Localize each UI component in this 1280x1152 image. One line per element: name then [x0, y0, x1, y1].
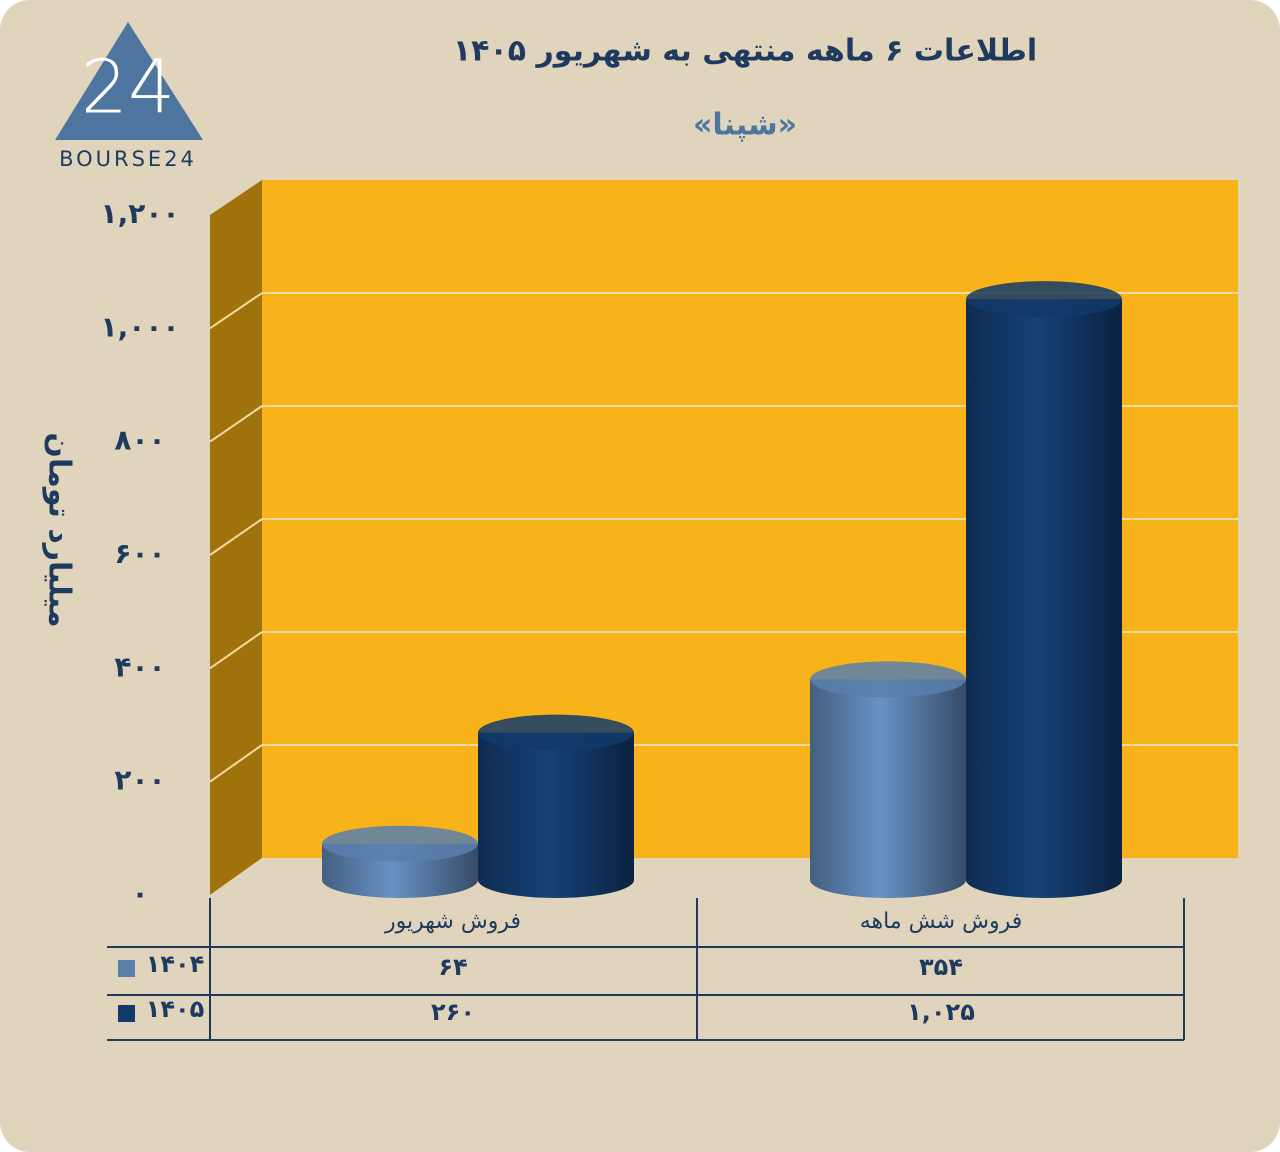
y-tick-label: ۲۰۰ [114, 764, 165, 797]
bar-top [322, 825, 478, 862]
bar [966, 299, 1122, 899]
logo: 24 BOURSE24 [55, 22, 203, 171]
y-tick-label: ۸۰۰ [114, 424, 165, 457]
side-grid-line [209, 405, 263, 443]
data-label: ۳۵۴ [919, 953, 963, 981]
legend-swatch [118, 960, 135, 977]
legend-swatch [118, 1005, 135, 1022]
bar-top [810, 661, 966, 698]
y-tick-label: ۴۰۰ [114, 650, 165, 683]
y-tick-label: ۰ [131, 877, 148, 910]
logo-triangle [55, 22, 203, 140]
side-grid-line [209, 631, 263, 670]
chart-title: اطلاعات ۶ ماهه منتهی به شهریور ۱۴۰۵ [453, 34, 1037, 69]
x-tick-label: فروش شش ماهه [860, 909, 1023, 934]
y-tick-label: ۱,۲۰۰ [101, 197, 180, 230]
data-label: ۲۶۰ [431, 998, 475, 1026]
side-grid-line [209, 292, 263, 330]
logo-text: BOURSE24 [59, 147, 197, 171]
bar [478, 732, 634, 898]
bar-top [966, 281, 1122, 318]
side-grid-line [209, 518, 263, 556]
x-tick-label: فروش شهریور [384, 909, 521, 934]
logo-mark: 24 [81, 45, 175, 131]
y-tick-label: ۶۰۰ [114, 537, 165, 570]
bar [810, 679, 966, 898]
legend-label: ۱۴۰۴ [146, 950, 205, 978]
bar-top [478, 714, 634, 751]
chart-subtitle: «شپنا» [693, 108, 797, 143]
data-label: ۶۴ [438, 953, 467, 981]
y-tick-label: ۱,۰۰۰ [101, 310, 180, 343]
side-grid-line [209, 744, 263, 783]
data-label: ۱,۰۲۵ [907, 998, 975, 1026]
legend-label: ۱۴۰۵ [146, 995, 205, 1023]
y-axis-title: میلیارد تومان [42, 432, 77, 627]
